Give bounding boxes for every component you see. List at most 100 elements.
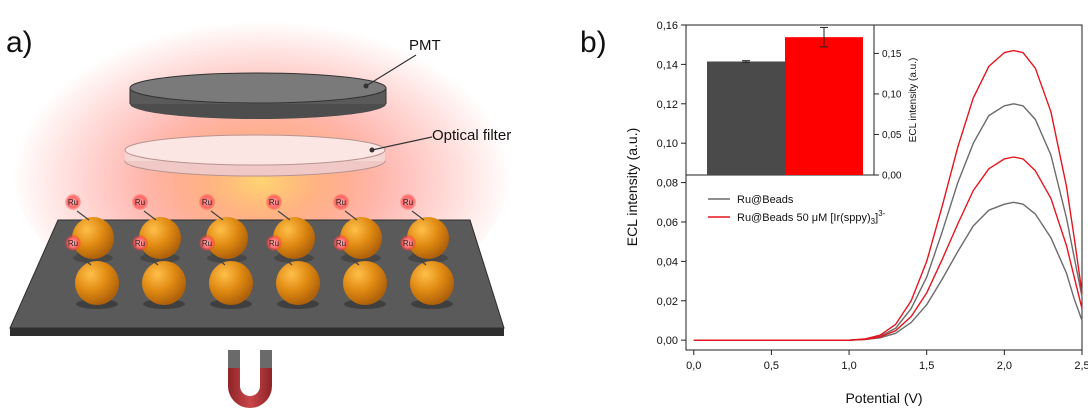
data-series — [693, 49, 1083, 341]
legend-text-mu: μ — [812, 212, 818, 224]
x-tick-label: 2,0 — [997, 360, 1012, 372]
magnetic-bead — [273, 217, 315, 259]
ru-label-glow — [199, 194, 215, 210]
ru-label-glow — [333, 235, 349, 251]
filter-callout-dot — [369, 147, 375, 153]
y-axis: 0,00 0,02 0,04 0,06 0,08 0,10 0,12 0,14 0,16 — [657, 20, 686, 347]
series-line — [693, 156, 1083, 341]
x-tick-label: 1,5 — [919, 360, 934, 372]
pmt-callout-line — [365, 54, 417, 87]
ru-label-glow — [132, 235, 148, 251]
panel-b-label: b) — [580, 26, 607, 59]
ru-label: Ru — [269, 198, 279, 207]
chart-panel: b) 0,00 0,02 0,04 0,06 0,08 0,10 0,12 0,14 0,16 … — [580, 20, 1088, 406]
main-line-chart: 0,00 0,02 0,04 0,06 0,08 0,10 0,12 0,14 0,16 0,0… — [624, 20, 1088, 406]
inset-bar — [785, 37, 863, 175]
x-axis-title: Potential (V) — [845, 390, 922, 406]
legend: Ru@Beads Ru@Beads 50 μM [Ir(sppy)3]3- — [708, 194, 886, 226]
y-tick-label: 0,06 — [657, 217, 678, 229]
linker — [76, 252, 92, 266]
magnetic-bead — [276, 261, 320, 305]
pmt-callout-dot — [363, 83, 369, 89]
inset-bar-chart: 0,00 0,05 0,10 0,15 ECL intensity (a.u.) — [685, 24, 919, 182]
series-line — [693, 103, 1083, 341]
magnetic-bead — [142, 261, 186, 305]
magnetic-bead — [340, 217, 382, 259]
ru-label: Ru — [68, 198, 78, 207]
linker — [210, 210, 224, 221]
x-axis: 0,0 0,5 1,0 1,5 2,0 2,5 — [686, 350, 1088, 372]
ru-label-glow — [266, 194, 282, 210]
ru-label-glow — [132, 194, 148, 210]
y-tick-label: 0,12 — [657, 99, 678, 111]
ru-label-glow — [65, 235, 81, 251]
inset-bars — [707, 26, 863, 176]
panel-a-label: a) — [6, 26, 33, 59]
magnetic-bead — [139, 217, 181, 259]
inset-y-tick-label: 0,00 — [882, 171, 902, 182]
ru-label-glow — [266, 235, 282, 251]
magnetic-bead — [75, 261, 119, 305]
inset-y-tick-label: 0,05 — [882, 130, 902, 141]
series-line — [693, 201, 1083, 341]
optical-filter-label: Optical filter — [432, 127, 511, 144]
x-tick-label: 1,0 — [841, 360, 856, 372]
ru-label: Ru — [202, 239, 212, 248]
ru-label: Ru — [68, 239, 78, 248]
inset-bar — [707, 61, 785, 176]
legend-text-sub: 3 — [871, 217, 876, 226]
legend-text-close: ] — [875, 212, 878, 224]
inset-y-axis: 0,00 0,05 0,10 0,15 — [874, 49, 902, 182]
linker — [210, 252, 226, 266]
linker — [344, 252, 360, 266]
magnetic-bead — [343, 261, 387, 305]
series-line — [693, 49, 1083, 341]
filter-callout-line — [371, 136, 433, 151]
ru-label-glow — [333, 194, 349, 210]
ru-label: Ru — [403, 198, 413, 207]
linker — [344, 210, 358, 221]
ru-label: Ru — [202, 198, 212, 207]
inset-y-axis-title: ECL intensity (a.u.) — [908, 58, 919, 143]
magnetic-bead — [407, 217, 449, 259]
legend-label-ru-beads: Ru@Beads — [737, 194, 794, 206]
y-tick-label: 0,00 — [657, 335, 678, 347]
optical-filter — [124, 134, 386, 177]
magnetic-bead — [410, 261, 454, 305]
y-axis-title: ECL intensity (a.u.) — [624, 128, 640, 247]
ru-label: Ru — [403, 239, 413, 248]
x-tick-label: 2,5 — [1074, 360, 1088, 372]
y-tick-label: 0,16 — [657, 20, 678, 32]
ru-label-glow — [65, 194, 81, 210]
linker — [277, 252, 293, 266]
ru-label: Ru — [135, 198, 145, 207]
legend-text-sup: 3- — [878, 209, 885, 218]
y-tick-label: 0,08 — [657, 178, 678, 190]
legend-text-main: Ru@Beads 50 — [737, 212, 812, 224]
linker — [411, 252, 427, 266]
ru-label-glow — [400, 194, 416, 210]
magnetic-bead — [72, 217, 114, 259]
y-tick-label: 0,02 — [657, 296, 678, 308]
y-tick-label: 0,04 — [657, 256, 678, 268]
linker — [411, 210, 425, 221]
linker — [277, 210, 291, 221]
magnet — [228, 350, 272, 408]
ru-label: Ru — [336, 198, 346, 207]
beads-group: Ru Ru Ru Ru Ru Ru Ru Ru Ru Ru Ru Ru — [65, 194, 454, 309]
x-tick-label: 0,5 — [764, 360, 779, 372]
inset-y-tick-label: 0,10 — [882, 89, 902, 100]
inset-y-tick-label: 0,15 — [882, 49, 902, 60]
ru-label: Ru — [269, 239, 279, 248]
legend-label-ru-beads-ir: Ru@Beads 50 μM [Ir(sppy)3]3- — [737, 209, 886, 226]
linker — [143, 252, 159, 266]
pmt-detector — [129, 72, 387, 119]
x-tick-label: 0,0 — [686, 360, 701, 372]
ru-label: Ru — [135, 239, 145, 248]
plot-frame — [685, 24, 1083, 351]
y-tick-label: 0,14 — [657, 59, 678, 71]
ru-label: Ru — [336, 239, 346, 248]
magnetic-bead — [209, 261, 253, 305]
y-tick-label: 0,10 — [657, 138, 678, 150]
